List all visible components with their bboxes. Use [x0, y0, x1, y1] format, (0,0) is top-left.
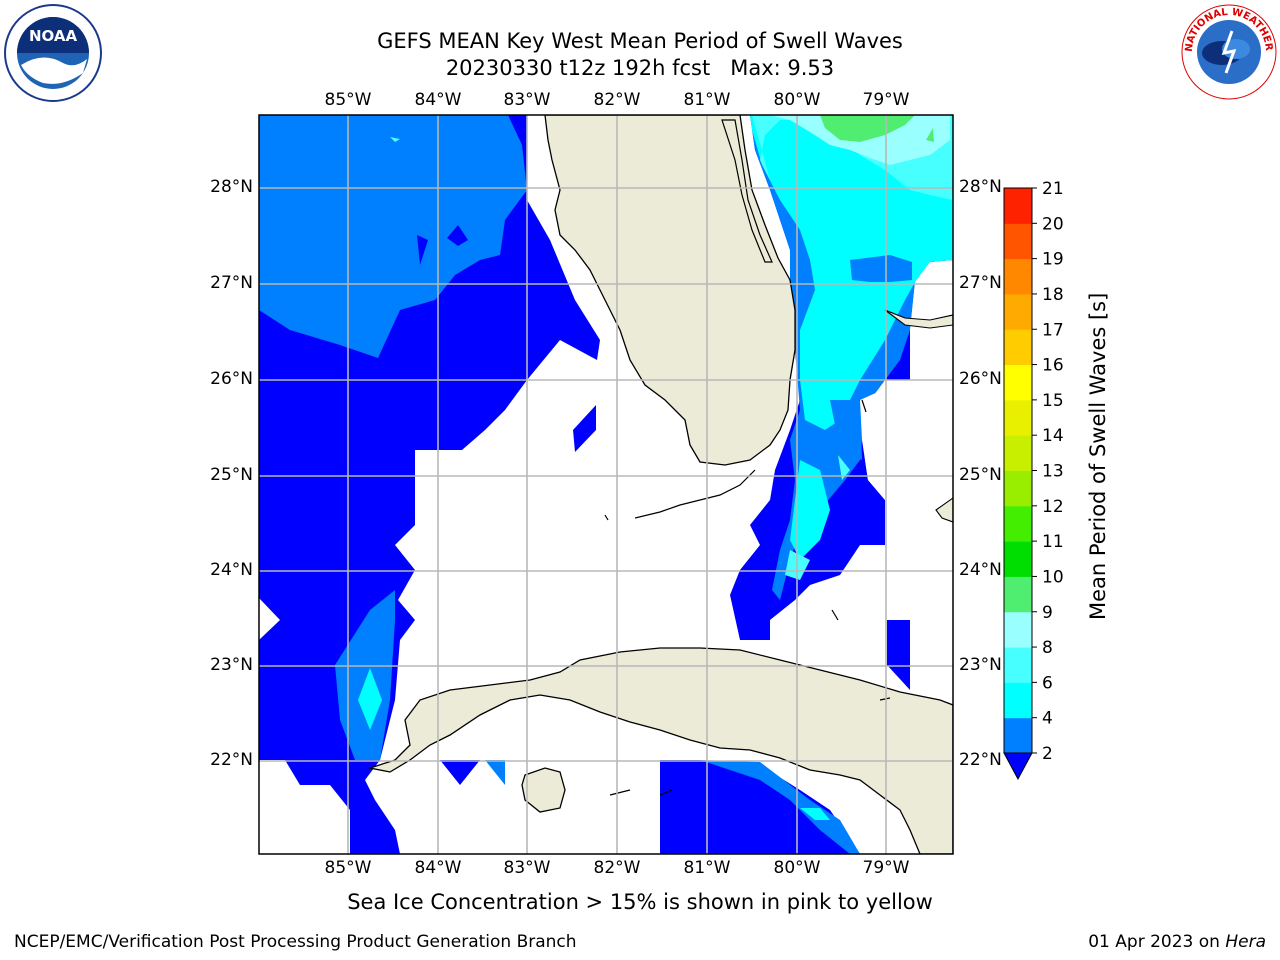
colorbar-segment [1004, 435, 1032, 471]
lat-tick-left: 27°N [210, 273, 253, 293]
colorbar-segment [1004, 505, 1032, 542]
lon-tick-bottom: 80°W [773, 858, 821, 878]
lat-tick-right: 27°N [959, 273, 1002, 293]
footer-date-text: 01 Apr 2023 on [1088, 932, 1226, 952]
lat-tick-right: 28°N [959, 177, 1002, 197]
chart-title: GEFS MEAN Key West Mean Period of Swell … [0, 28, 1280, 82]
colorbar-tick-label: 17 [1042, 320, 1064, 340]
lat-tick-left: 24°N [210, 560, 253, 580]
lat-tick-left: 23°N [210, 655, 253, 675]
lon-tick-top: 84°W [414, 90, 462, 110]
title-line-1: GEFS MEAN Key West Mean Period of Swell … [377, 29, 903, 53]
colorbar-tick-label: 6 [1042, 673, 1053, 693]
colorbar-segment [1004, 682, 1032, 719]
lat-tick-right: 22°N [959, 750, 1002, 770]
colorbar-label: Mean Period of Swell Waves [s] [1086, 292, 1110, 620]
florida-land [544, 115, 796, 466]
colorbar-segment [1004, 258, 1032, 295]
colorbar-tick-label: 11 [1042, 532, 1064, 552]
colorbar-segment [1004, 717, 1032, 754]
colorbar-tick-label: 16 [1042, 356, 1064, 376]
title-line-2: 20230330 t12z 192h fcst Max: 9.53 [445, 56, 835, 80]
colorbar-tick-label: 20 [1042, 214, 1064, 234]
colorbar-tick-label: 2 [1042, 744, 1053, 764]
lon-tick-bottom: 83°W [503, 858, 551, 878]
lat-tick-right: 23°N [959, 655, 1002, 675]
footer-branch: NCEP/EMC/Verification Post Processing Pr… [14, 932, 577, 952]
colorbar-tick-label: 8 [1042, 638, 1053, 658]
lon-tick-top: 82°W [593, 90, 641, 110]
colorbar-tick-label: 15 [1042, 391, 1064, 411]
colorbar-segment [1004, 541, 1032, 577]
colorbar-segment [1004, 576, 1032, 613]
colorbar-tick-label: 9 [1042, 603, 1053, 623]
colorbar-tick-label: 13 [1042, 462, 1064, 482]
colorbar-segment [1004, 399, 1032, 436]
lat-tick-right: 24°N [959, 560, 1002, 580]
colorbar-segment [1004, 611, 1032, 648]
colorbar-tick-label: 14 [1042, 426, 1064, 446]
colorbar-tick-label: 4 [1042, 709, 1053, 729]
lat-tick-right: 25°N [959, 465, 1002, 485]
footer-machine: Hera [1225, 932, 1266, 952]
lat-tick-left: 22°N [210, 750, 253, 770]
lon-tick-top: 79°W [862, 90, 910, 110]
swell-region-4to6-west [259, 115, 527, 358]
colorbar-segment [1004, 647, 1032, 683]
lon-tick-bottom: 84°W [414, 858, 462, 878]
colorbar: 2 4 6 8 9 10 11 12 13 14 15 16 17 18 19 20 21 [1003, 180, 1064, 781]
cuba-land [367, 647, 953, 854]
lat-tick-left: 28°N [210, 177, 253, 197]
noaa-logo: NOAA [3, 3, 103, 103]
colorbar-tick-label: 21 [1042, 180, 1064, 199]
lon-tick-top: 80°W [773, 90, 821, 110]
lon-tick-top: 85°W [324, 90, 372, 110]
sea-ice-note: Sea Ice Concentration > 15% is shown in … [347, 890, 933, 914]
colorbar-tick-label: 18 [1042, 285, 1064, 305]
colorbar-tick-label: 12 [1042, 497, 1064, 517]
colorbar-segment [1004, 364, 1032, 401]
noaa-logo-text: NOAA [29, 27, 78, 45]
lon-tick-top: 83°W [503, 90, 551, 110]
footer-date: 01 Apr 2023 on Hera [1088, 932, 1266, 952]
colorbar-segment [1004, 329, 1032, 366]
nws-logo: NATIONAL WEATHER SERVICE [1176, 0, 1278, 101]
map-frame [258, 114, 954, 855]
colorbar-segment [1004, 223, 1032, 260]
lon-tick-bottom: 85°W [324, 858, 372, 878]
colorbar-tick-label: 19 [1042, 250, 1064, 270]
colorbar-tick-label: 10 [1042, 567, 1064, 587]
lon-tick-top: 81°W [683, 90, 731, 110]
lon-tick-bottom: 79°W [862, 858, 910, 878]
lat-tick-left: 25°N [210, 465, 253, 485]
lon-tick-bottom: 82°W [593, 858, 641, 878]
colorbar-segment [1004, 293, 1032, 330]
colorbar-extend-triangle [1003, 752, 1033, 781]
lat-tick-left: 26°N [210, 369, 253, 389]
lat-tick-right: 26°N [959, 369, 1002, 389]
colorbar-segment [1004, 188, 1032, 224]
lon-tick-bottom: 81°W [683, 858, 731, 878]
colorbar-segment [1004, 470, 1032, 507]
